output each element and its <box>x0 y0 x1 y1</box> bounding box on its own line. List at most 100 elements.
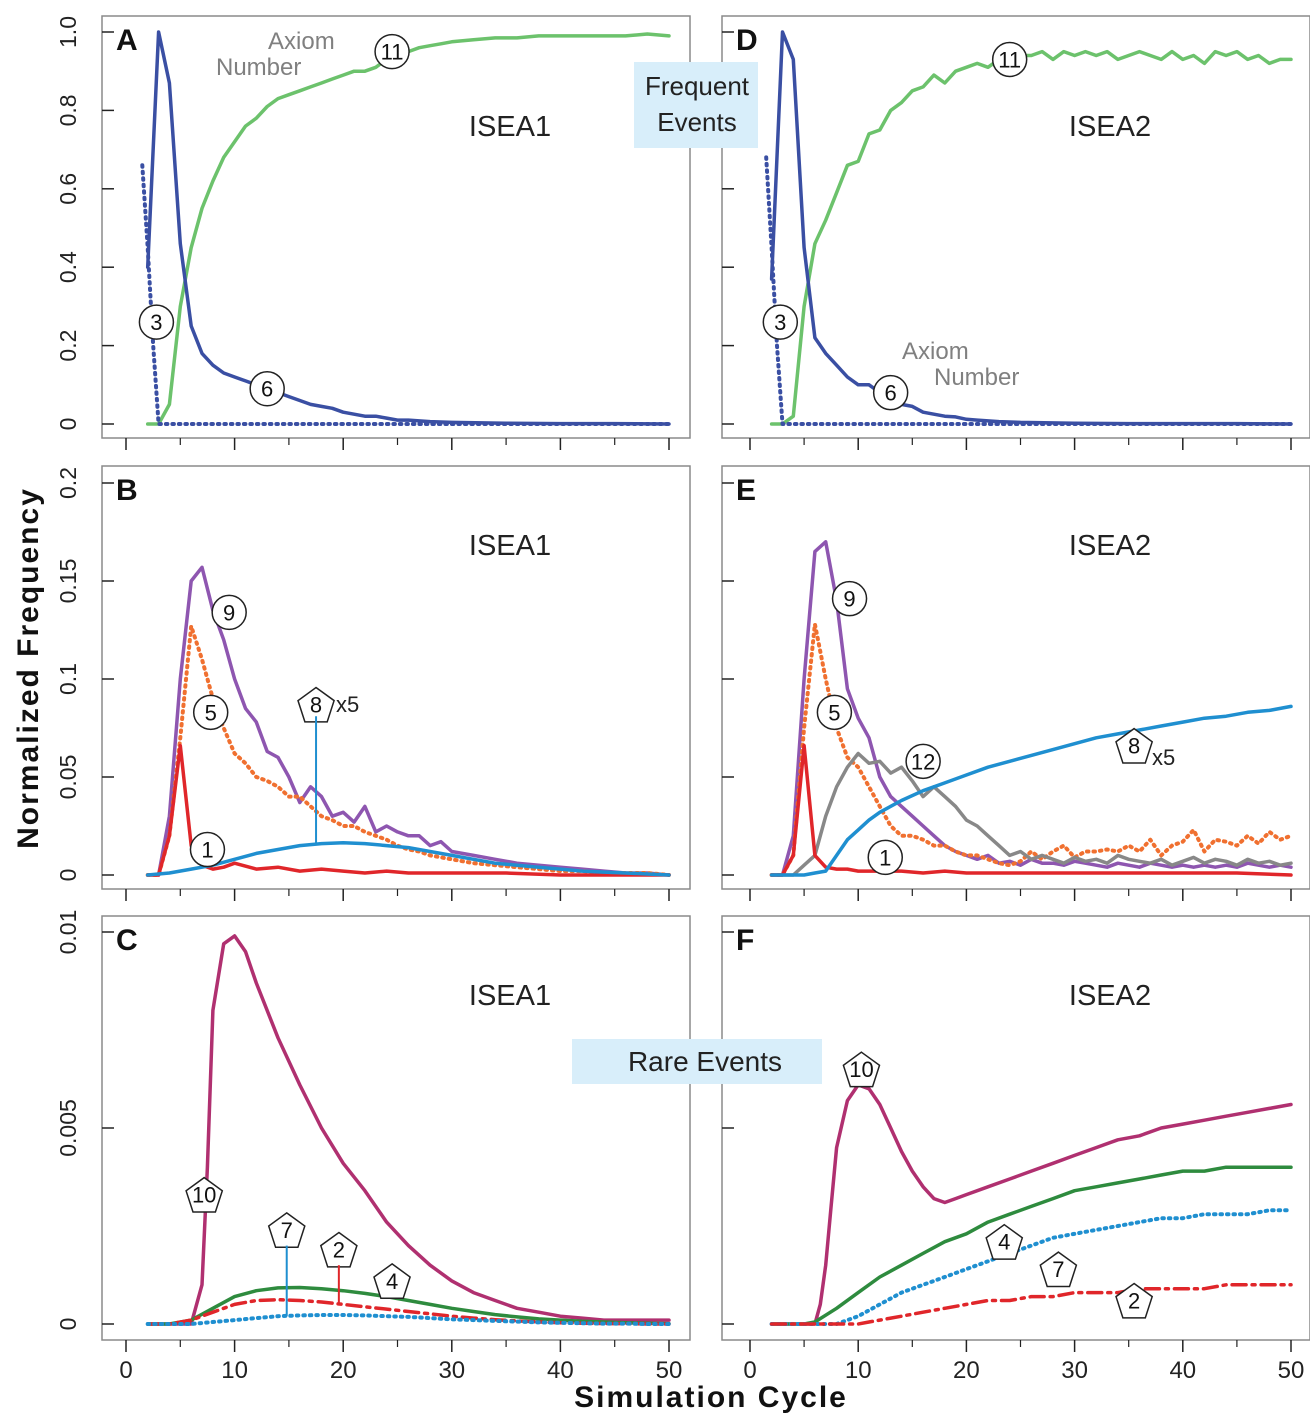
svg-text:11: 11 <box>381 40 404 65</box>
panel-a: 0 0.2 0.4 0.6 0.8 1.0 A ISEA1 11 3 6 <box>55 15 691 450</box>
x-tick-label: 0 <box>119 1357 132 1384</box>
y-tick-label: 0.1 <box>55 663 81 695</box>
frequent-events-line1: Frequent <box>645 71 750 101</box>
series-line-2 <box>769 1283 1293 1326</box>
axiom-label-d-line2: Number <box>934 364 1019 391</box>
frequent-events-line2: Events <box>657 107 737 137</box>
series-marker-10: 10 <box>185 1176 224 1213</box>
series-line-5 <box>145 624 671 877</box>
series-marker-9: 9 <box>831 580 868 617</box>
svg-text:9: 9 <box>843 587 855 612</box>
svg-text:5: 5 <box>205 700 217 725</box>
y-tick-label: 0.15 <box>55 559 81 604</box>
svg-text:1: 1 <box>201 838 213 863</box>
x-tick-label: 10 <box>845 1357 872 1384</box>
x-tick-label: 10 <box>221 1357 248 1384</box>
svg-text:10: 10 <box>192 1183 216 1208</box>
svg-text:10: 10 <box>849 1057 873 1082</box>
series-line-6 <box>145 30 671 426</box>
series-line-6 <box>769 30 1293 426</box>
svg-text:11: 11 <box>998 47 1021 72</box>
series-line-8 <box>769 704 1293 877</box>
series-marker-11: 11 <box>374 33 410 70</box>
y-tick-label: 0.2 <box>55 330 81 362</box>
axiom-label-a-line2: Number <box>216 54 301 81</box>
series-line-11 <box>769 49 1293 426</box>
series-marker-4: 4 <box>985 1223 1024 1260</box>
x-tick-label: 30 <box>1061 1357 1088 1384</box>
series-line-10 <box>145 934 671 1326</box>
series-marker-6: 6 <box>249 370 285 407</box>
series-marker-12: 12 <box>905 743 941 780</box>
axiom-label-d-line1: Axiom <box>902 338 969 365</box>
y-tick-label: 0.2 <box>55 467 81 499</box>
x-tick-label: 20 <box>953 1357 980 1384</box>
series-marker-2: 2 <box>1115 1282 1154 1319</box>
panel-title: ISEA1 <box>469 980 551 1012</box>
svg-text:8: 8 <box>310 692 322 717</box>
panel-letter: C <box>116 924 138 957</box>
frequent-events-box: Frequent Events <box>634 62 758 148</box>
y-tick-label: 0.6 <box>55 173 81 205</box>
panel-e: E ISEA2 9 5 12 1 8 <box>721 465 1310 901</box>
series-line-7 <box>769 1208 1293 1326</box>
svg-text:7: 7 <box>281 1218 293 1243</box>
panel-title: ISEA2 <box>1069 111 1151 143</box>
x-tick-label: 50 <box>1278 1357 1305 1384</box>
panel-title: ISEA2 <box>1069 980 1151 1012</box>
svg-text:4: 4 <box>998 1230 1010 1255</box>
svg-text:12: 12 <box>911 749 935 774</box>
series-marker-9: 9 <box>211 594 247 631</box>
series-line-11 <box>145 32 671 426</box>
series-marker-5: 5 <box>192 694 229 731</box>
x5-label-e: x5 <box>1152 745 1175 770</box>
x5-label-b: x5 <box>336 692 359 717</box>
svg-text:5: 5 <box>828 700 840 725</box>
y-tick-label: 0 <box>55 418 81 431</box>
y-tick-label: 0.01 <box>55 910 81 955</box>
svg-text:8: 8 <box>1128 734 1140 759</box>
svg-text:2: 2 <box>333 1238 345 1263</box>
series-marker-1: 1 <box>867 839 903 876</box>
series-marker-5: 5 <box>816 694 853 731</box>
panel-letter: F <box>736 924 754 957</box>
svg-text:3: 3 <box>774 310 786 335</box>
x-tick-label: 20 <box>330 1357 357 1384</box>
series-line-3 <box>764 155 1293 426</box>
series-marker-8: 8 <box>1115 727 1154 764</box>
panel-c: 0 0.005 0.01 0 10 20 30 40 50 C ISEA1 10 7 2 4 <box>55 910 691 1384</box>
plot-frame <box>721 465 1310 890</box>
plot-frame <box>721 15 1310 439</box>
x-tick-label: 0 <box>743 1357 756 1384</box>
panel-title: ISEA2 <box>1069 530 1151 562</box>
series-line-12 <box>769 751 1293 877</box>
panel-letter: B <box>116 474 138 507</box>
series-marker-3: 3 <box>138 304 175 340</box>
y-tick-label: 1.0 <box>55 16 81 48</box>
svg-text:9: 9 <box>223 600 235 625</box>
panel-title: ISEA1 <box>469 111 551 143</box>
panel-letter: A <box>116 24 138 57</box>
svg-text:6: 6 <box>885 381 897 406</box>
series-marker-6: 6 <box>872 374 909 411</box>
svg-text:3: 3 <box>150 310 162 335</box>
svg-text:4: 4 <box>386 1269 398 1294</box>
x-tick-label: 50 <box>656 1357 683 1384</box>
x-tick-label: 40 <box>547 1357 574 1384</box>
plot-frame <box>101 465 691 890</box>
series-marker-7: 7 <box>267 1211 306 1249</box>
series-line-1 <box>769 743 1293 877</box>
x-tick-label: 30 <box>438 1357 465 1384</box>
y-tick-label: 0.4 <box>55 251 81 283</box>
series-marker-2: 2 <box>319 1231 358 1268</box>
y-tick-label: 0 <box>55 1318 81 1331</box>
panel-letter: E <box>736 474 756 507</box>
series-marker-11: 11 <box>991 41 1028 78</box>
panel-d: D ISEA2 11 3 6 <box>721 15 1310 450</box>
y-axis-label: Normalized Frequency <box>12 487 45 849</box>
axiom-label-a-line1: Axiom <box>268 28 335 55</box>
series-line-10 <box>769 1083 1293 1326</box>
series-marker-8: 8 <box>297 686 335 723</box>
y-tick-label: 0.05 <box>55 755 81 800</box>
